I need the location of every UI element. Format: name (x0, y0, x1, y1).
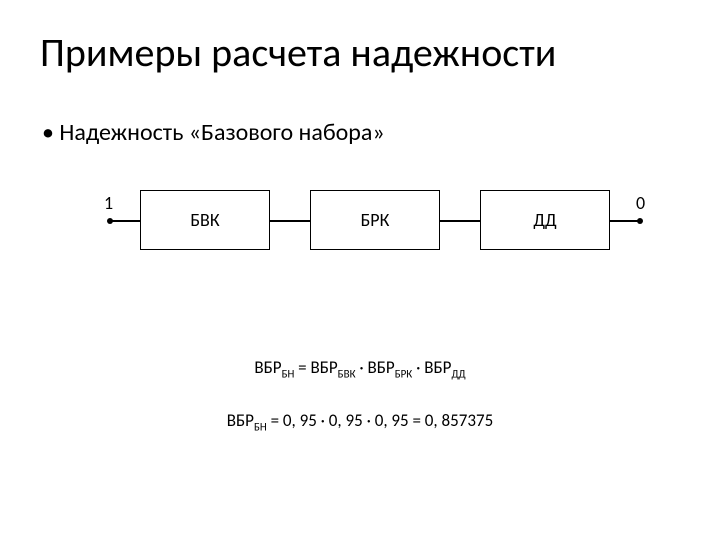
bullet-text: Надежность «Базового набора» (42, 118, 385, 147)
slide-title: Примеры расчета надежности (40, 28, 556, 77)
block-БРК: БРК (310, 190, 440, 250)
terminal-label-right: 0 (636, 192, 645, 214)
terminal-label-left: 1 (104, 192, 113, 214)
connector-line (270, 220, 310, 222)
connector-line (110, 220, 140, 222)
block-БВК: БВК (140, 190, 270, 250)
connector-line (440, 220, 480, 222)
formula-numeric: ВБРБН = 0, 95 · 0, 95 · 0, 95 = 0, 85737… (0, 410, 720, 433)
connector-line (610, 220, 640, 222)
slide: Примеры расчета надежности Надежность «Б… (0, 0, 720, 540)
block-ДД: ДД (480, 190, 610, 250)
terminal-dot-left (107, 218, 113, 224)
terminal-dot-right (637, 218, 643, 224)
reliability-diagram: БВКБРКДД10 (100, 190, 620, 260)
formula-symbolic: ВБРБН = ВБРБВК · ВБРБРК · ВБРДД (0, 357, 720, 380)
